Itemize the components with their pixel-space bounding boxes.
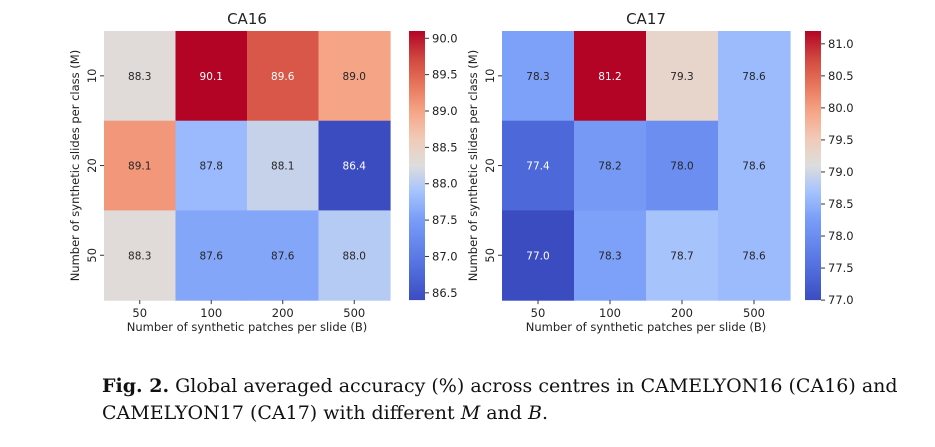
colorbar-tick-label: 80.0 <box>828 101 854 115</box>
caption-label: Fig. 2. <box>102 375 170 397</box>
caption-var-b: B <box>528 402 542 424</box>
heatmap-cell <box>104 31 177 122</box>
caption-text-2: and <box>480 402 528 424</box>
heatmap-cell <box>646 210 719 301</box>
heatmap-cell <box>318 120 391 211</box>
colorbar-tick-label: 81.0 <box>828 37 854 51</box>
heatmap-cell <box>574 31 647 122</box>
caption-text-1: Global averaged accuracy (%) across cent… <box>102 375 898 424</box>
caption-var-m: M <box>460 402 481 424</box>
colorbar-tick-label: 89.0 <box>432 104 458 118</box>
colorbar-tick-label: 79.5 <box>828 133 854 147</box>
cell-value-label: 78.6 <box>742 71 766 83</box>
x-tick-label: 50 <box>531 306 546 320</box>
colorbar-tick-label: 79.0 <box>828 165 854 179</box>
colorbar-tick-label: 87.5 <box>432 213 458 227</box>
caption-text-3: . <box>541 402 549 424</box>
x-tick-label: 500 <box>743 306 765 320</box>
heatmap-cell <box>502 31 575 122</box>
heatmap-cell <box>247 120 320 211</box>
cell-value-label: 86.4 <box>343 161 367 173</box>
colorbar <box>805 31 821 301</box>
colorbar-tick-label: 87.0 <box>432 249 458 263</box>
cell-value-label: 90.1 <box>200 71 223 83</box>
figure-caption: Fig. 2. Global averaged accuracy (%) acr… <box>102 373 922 427</box>
colorbar-tick-label: 78.5 <box>828 197 854 211</box>
heatmap-cell <box>318 210 391 301</box>
y-tick-label: 10 <box>85 69 99 84</box>
heatmap-cell <box>502 120 575 211</box>
x-tick-label: 50 <box>132 306 147 320</box>
x-tick-label: 100 <box>599 306 621 320</box>
colorbar-tick-label: 88.0 <box>432 177 458 191</box>
heatmap-cell <box>718 210 791 301</box>
cell-value-label: 88.0 <box>343 250 366 262</box>
cell-value-label: 88.3 <box>128 71 151 83</box>
heatmap-cell <box>318 31 391 122</box>
cell-value-label: 78.6 <box>742 250 766 262</box>
cell-value-label: 77.0 <box>526 250 549 262</box>
x-axis-label: Number of synthetic patches per slide (B… <box>127 320 367 334</box>
heatmap-cell <box>247 210 320 301</box>
cell-value-label: 87.8 <box>200 161 223 173</box>
chart-title: CA17 <box>626 10 666 28</box>
x-tick-label: 200 <box>272 306 294 320</box>
cell-value-label: 78.6 <box>742 161 766 173</box>
heatmap-cell <box>247 31 320 122</box>
y-tick-label: 10 <box>483 69 497 84</box>
cell-value-label: 78.3 <box>526 71 549 83</box>
cell-value-label: 88.3 <box>128 250 151 262</box>
x-tick-label: 200 <box>671 306 693 320</box>
y-tick-label: 50 <box>85 248 99 263</box>
heatmap-cell <box>104 120 177 211</box>
colorbar-tick-label: 78.0 <box>828 229 854 243</box>
cell-value-label: 81.2 <box>598 71 621 83</box>
colorbar-tick-label: 89.5 <box>432 68 458 82</box>
cell-value-label: 78.3 <box>598 250 621 262</box>
y-axis-label: Number of synthetic slides per class (M) <box>68 50 82 281</box>
colorbar-tick-label: 77.5 <box>828 261 854 275</box>
heatmap-cell <box>646 31 719 122</box>
cell-value-label: 88.1 <box>271 161 294 173</box>
y-tick-label: 20 <box>483 158 497 173</box>
y-axis-label: Number of synthetic slides per class (M) <box>466 50 480 281</box>
x-tick-label: 500 <box>343 306 365 320</box>
cell-value-label: 79.3 <box>670 71 693 83</box>
x-axis-label: Number of synthetic patches per slide (B… <box>526 320 766 334</box>
heatmap-cell <box>175 120 248 211</box>
colorbar-tick-label: 86.5 <box>432 286 458 300</box>
cell-value-label: 89.1 <box>128 161 151 173</box>
colorbar-tick-label: 80.5 <box>828 69 854 83</box>
cell-value-label: 87.6 <box>200 250 224 262</box>
chart-title: CA16 <box>227 10 267 28</box>
colorbar <box>409 31 425 301</box>
y-tick-label: 50 <box>483 248 497 263</box>
heatmap-figure: CA16 88.3 90.1 89.6 89.0 89.1 87.8 88.1 86.4 88.3… <box>68 10 854 334</box>
heatmap-cell <box>502 210 575 301</box>
heatmap-cell <box>718 120 791 211</box>
cell-value-label: 89.0 <box>343 71 366 83</box>
cell-value-label: 89.6 <box>271 71 295 83</box>
heatmap-cell <box>574 120 647 211</box>
cell-value-label: 77.4 <box>526 161 550 173</box>
cell-value-label: 78.2 <box>598 161 621 173</box>
y-tick-label: 20 <box>85 158 99 173</box>
heatmap-cell <box>574 210 647 301</box>
cell-value-label: 87.6 <box>271 250 295 262</box>
heatmap-cell <box>646 120 719 211</box>
heatmap-cell <box>175 210 248 301</box>
heatmap-cell <box>104 210 177 301</box>
cell-value-label: 78.0 <box>670 161 693 173</box>
heatmap-cell <box>175 31 248 122</box>
cell-value-label: 78.7 <box>670 250 693 262</box>
x-tick-label: 100 <box>200 306 222 320</box>
heatmap-cell <box>718 31 791 122</box>
colorbar-tick-label: 90.0 <box>432 31 458 45</box>
colorbar-tick-label: 77.0 <box>828 293 854 307</box>
colorbar-tick-label: 88.5 <box>432 140 458 154</box>
